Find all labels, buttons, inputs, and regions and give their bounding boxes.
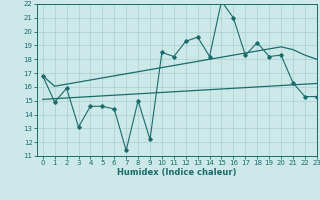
X-axis label: Humidex (Indice chaleur): Humidex (Indice chaleur) [117,168,236,177]
